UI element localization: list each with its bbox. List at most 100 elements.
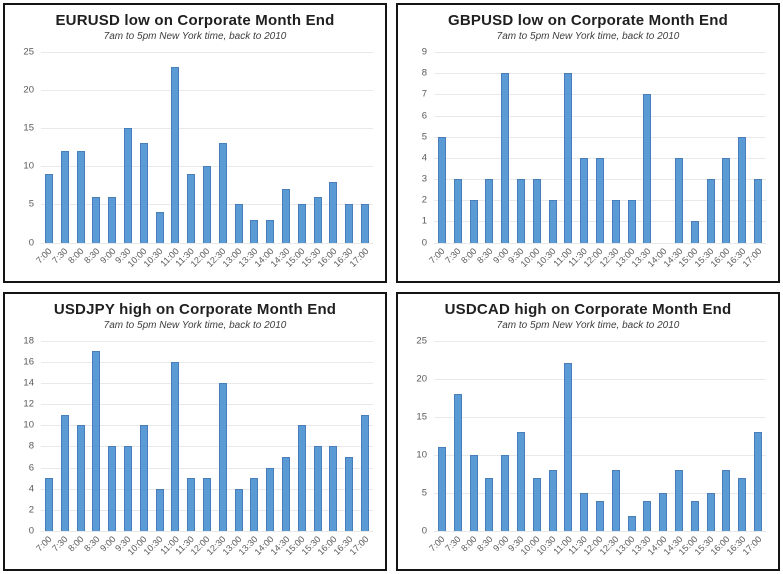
y-tick-label: 3 xyxy=(421,173,427,185)
bar xyxy=(218,382,227,531)
y-tick-label: 5 xyxy=(28,198,34,210)
bar xyxy=(234,204,243,243)
x-tick-label: 7:00 xyxy=(427,245,447,265)
x-tick-label: 7:00 xyxy=(34,245,54,265)
y-tick-label: 2 xyxy=(28,504,34,516)
y-tick-label: 4 xyxy=(28,483,34,495)
gridline xyxy=(41,531,373,532)
gridline xyxy=(434,52,766,53)
bar xyxy=(187,173,196,243)
plot-canvas: 0 5 10 15 20 25 7:00 7:30 8:00 8:30 9:00 9:30 10:00 1… xyxy=(416,335,766,557)
bar xyxy=(139,425,148,531)
bar xyxy=(469,200,478,243)
bar xyxy=(690,221,699,243)
x-tick-label: 9:00 xyxy=(97,245,118,265)
bar xyxy=(564,73,573,243)
bar xyxy=(437,447,446,531)
plot-canvas: 0 1 2 3 4 5 6 7 8 9 7:00 7:30 8:00 8:30 9:00 9:30 10:00 1… xyxy=(422,47,766,269)
bar xyxy=(754,179,763,243)
gridline xyxy=(434,340,766,342)
bar xyxy=(675,470,684,531)
chart-subtitle: 7am to 5pm New York time, back to 2010 xyxy=(496,319,680,331)
bar xyxy=(139,143,148,243)
bar xyxy=(187,478,196,531)
bar xyxy=(313,446,322,531)
y-tick-label: 6 xyxy=(28,462,34,473)
y-tick-label: 10 xyxy=(416,449,427,461)
x-tick-label: 8:00 xyxy=(459,534,479,554)
y-tick-label: 16 xyxy=(23,356,34,368)
y-tick-label: 10 xyxy=(23,419,34,431)
bar xyxy=(44,478,53,531)
y-tick-label: 4 xyxy=(421,152,427,164)
bar xyxy=(203,478,211,531)
bar xyxy=(60,151,69,243)
bar xyxy=(627,515,636,531)
gridline xyxy=(41,340,373,342)
bar xyxy=(532,477,541,531)
y-tick-label: 15 xyxy=(416,411,427,423)
bar xyxy=(345,456,354,531)
chart-panel-usdcad-high: USDCAD high on Corporate Month End 7am t… xyxy=(396,291,780,571)
y-tick-label: 25 xyxy=(416,335,427,346)
bar xyxy=(516,431,525,531)
bar xyxy=(437,136,446,243)
plot-area: 0 2 4 6 8 10 12 14 16 18 7:00 7:30 8:00 8:30 9:00 9:30 1… xyxy=(23,335,373,568)
bar xyxy=(266,467,275,531)
bar xyxy=(675,157,684,243)
x-tick-label: 8:30 xyxy=(81,534,102,554)
bar xyxy=(108,446,117,531)
bar xyxy=(690,500,699,531)
bar xyxy=(92,196,101,243)
bar xyxy=(453,393,462,531)
gridline xyxy=(434,454,766,456)
bar xyxy=(643,500,652,531)
y-tick-label: 0 xyxy=(421,237,427,248)
bar xyxy=(171,67,180,243)
bar xyxy=(738,136,747,243)
y-tick-label: 6 xyxy=(421,110,427,121)
bar xyxy=(266,219,275,243)
bar xyxy=(123,446,132,531)
bar xyxy=(548,470,557,531)
x-tick-label: 9:00 xyxy=(490,245,511,265)
bar xyxy=(60,414,69,531)
bar xyxy=(611,200,620,243)
bar xyxy=(329,181,338,243)
chart-title: EURUSD low on Corporate Month End xyxy=(55,12,335,29)
x-tick-label: 8:00 xyxy=(459,245,479,265)
bar xyxy=(218,143,227,243)
bar xyxy=(580,492,589,531)
y-tick-label: 9 xyxy=(421,46,427,58)
gridline xyxy=(434,242,766,244)
gridline xyxy=(434,531,766,532)
y-tick-label: 14 xyxy=(23,377,34,389)
plot-area: 0 1 2 3 4 5 6 7 8 9 7:00 7:30 8:00 8:30 9:00 9:30 10:00 1… xyxy=(422,46,766,279)
x-tick-label: 8:00 xyxy=(66,534,86,554)
bar xyxy=(706,179,715,243)
gridline xyxy=(434,136,766,138)
bar xyxy=(171,361,180,531)
y-tick-label: 18 xyxy=(23,335,34,346)
bar xyxy=(234,488,243,531)
y-tick-label: 0 xyxy=(28,237,34,248)
bar xyxy=(282,456,291,531)
chart-subtitle: 7am to 5pm New York time, back to 2010 xyxy=(103,31,287,42)
bar xyxy=(627,200,636,243)
bar xyxy=(659,492,668,531)
gridline xyxy=(41,128,373,130)
x-tick-label: 8:30 xyxy=(474,245,495,265)
plot-area: 0 5 10 15 20 25 7:00 7:30 8:00 8:30 9:00 9:30 10:00 1… xyxy=(416,335,766,568)
bar xyxy=(580,157,589,243)
y-tick-label: 7 xyxy=(421,88,427,100)
bar xyxy=(611,470,620,531)
gridline xyxy=(434,492,766,494)
y-tick-label: 5 xyxy=(421,487,427,499)
y-tick-label: 0 xyxy=(28,525,34,537)
bar xyxy=(469,454,478,531)
gridline xyxy=(434,416,766,418)
bar xyxy=(250,478,259,531)
bar xyxy=(596,500,604,531)
y-tick-label: 8 xyxy=(28,440,34,452)
gridline xyxy=(434,73,766,75)
